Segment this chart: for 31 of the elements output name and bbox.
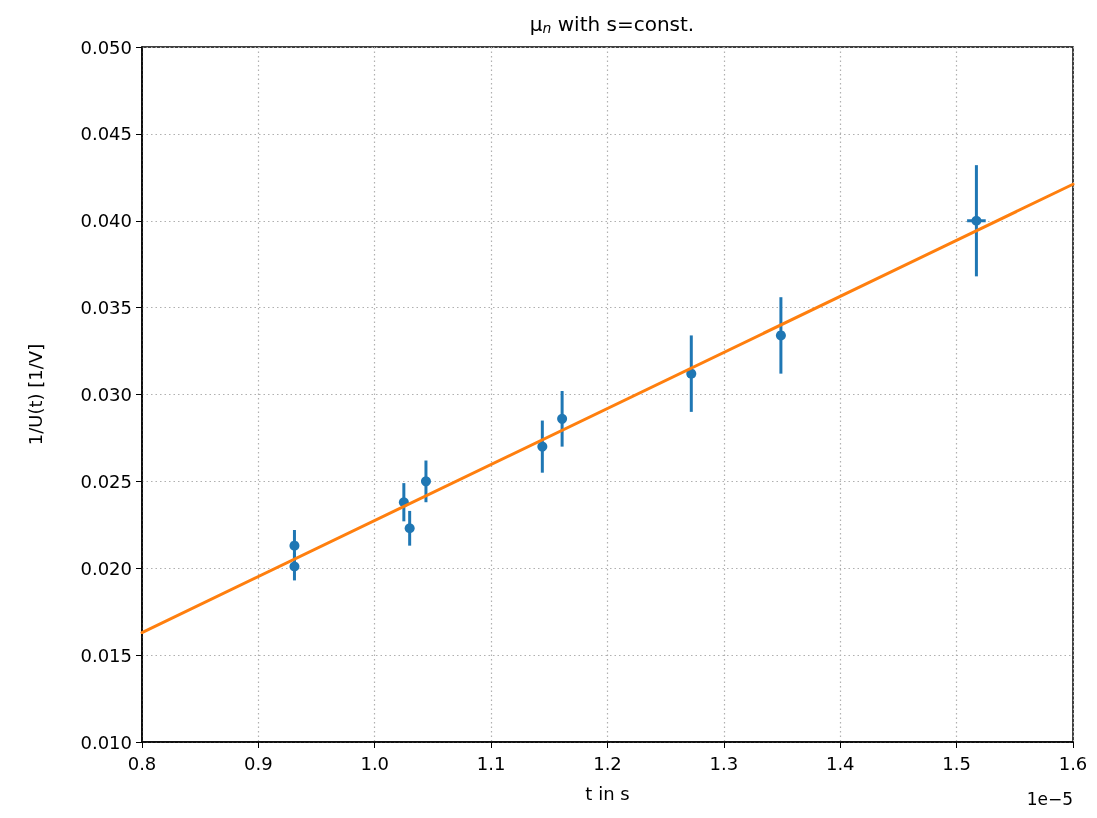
y-tick-label: 0.025	[80, 470, 132, 492]
y-tick-label: 0.035	[80, 297, 132, 319]
x-axis-title: t in s	[585, 782, 630, 804]
point	[557, 413, 568, 424]
point	[420, 476, 431, 487]
y-tick-label: 0.050	[80, 36, 132, 58]
y-tick-label: 0.020	[80, 557, 132, 579]
x-tick-label: 0.8	[127, 752, 157, 774]
text: 1e−5	[1026, 788, 1074, 809]
y-axis-title: 1/U(t) [1/V]	[24, 343, 46, 446]
y-tick-label: 0.010	[80, 731, 132, 753]
x-tick-label: 1.5	[942, 752, 971, 774]
x-tick-label: 1.3	[709, 752, 739, 774]
y-tick-label: 0.015	[80, 644, 132, 666]
point	[289, 540, 300, 551]
y-tick-label: 0.045	[80, 123, 132, 145]
x-tick-label: 1.4	[825, 752, 855, 774]
point	[289, 561, 300, 572]
x-tick-label: 1.1	[476, 752, 506, 774]
x-tick-label: 0.9	[244, 752, 273, 774]
y-tick-label: 0.030	[80, 384, 132, 405]
x-tick-label: 1.6	[1058, 752, 1088, 774]
point	[537, 441, 548, 452]
chart-title: μn with s=const.	[529, 12, 695, 36]
x-tick-label: 1.2	[593, 752, 622, 774]
point	[404, 523, 415, 534]
x-tick-label: 1.0	[360, 752, 390, 774]
point	[686, 368, 697, 379]
point	[971, 215, 982, 226]
point	[775, 330, 786, 341]
y-tick-label: 0.040	[80, 210, 132, 232]
